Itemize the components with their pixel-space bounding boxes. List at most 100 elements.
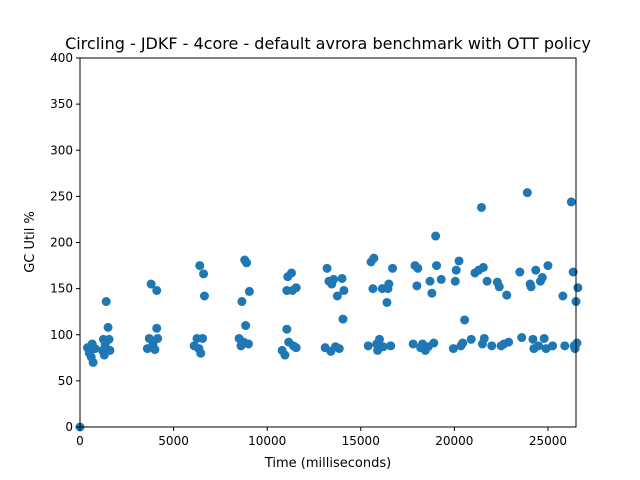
x-tick-label: 10000 [248,434,286,448]
data-point [198,333,208,343]
data-point [566,197,576,207]
data-point [534,341,544,351]
y-tick-label: 50 [58,374,73,388]
data-point [244,286,254,296]
data-point [543,261,553,271]
data-point [537,273,547,283]
data-point [494,282,504,292]
data-point [241,321,251,331]
data-point [282,324,292,334]
data-point [425,276,435,286]
data-point [384,279,394,289]
data-point [560,341,570,351]
data-point [368,284,378,294]
data-point [90,344,100,354]
y-tick-label: 400 [50,51,73,65]
data-point [332,291,342,301]
x-tick-label: 5000 [158,434,189,448]
data-point [378,342,388,352]
data-point [152,323,162,333]
data-point [573,283,583,293]
data-point [280,350,290,360]
data-point [451,265,461,275]
y-tick-label: 200 [50,236,73,250]
data-point [448,344,458,354]
data-point [478,262,488,272]
data-point [103,322,113,332]
data-point [334,344,344,354]
data-point [199,291,209,301]
data-point [412,281,422,291]
data-point [237,297,247,307]
data-point [522,188,532,198]
data-point [450,276,460,286]
data-point [146,279,156,289]
data-point [460,315,470,325]
data-point [466,334,476,344]
data-point [458,338,468,348]
data-point [196,348,206,358]
data-point [243,339,253,349]
data-point [531,265,541,275]
data-point [487,341,497,351]
data-point [429,338,439,348]
data-point [291,343,301,353]
data-point [454,256,464,266]
data-point [476,202,486,212]
data-point [515,267,525,277]
y-tick-label: 350 [50,97,73,111]
data-point [291,283,301,293]
data-point [572,338,582,348]
y-axis-ticks: 0 50 100 150 200 250 300 350 400 [50,51,80,434]
data-point [101,297,111,307]
data-point [199,269,209,279]
x-tick-label: 25000 [529,434,567,448]
data-point [337,273,347,283]
x-tick-label: 0 [76,434,84,448]
data-point [427,288,437,298]
plot-frame [79,57,577,428]
data-point [153,333,163,343]
data-point [479,333,489,343]
data-point [408,339,418,349]
data-point [517,333,527,343]
data-point [432,261,442,271]
data-point [526,282,536,292]
data-point [369,253,379,263]
x-axis-ticks: 0 5000 10000 15000 20000 25000 [76,427,567,448]
data-point [152,285,162,295]
data-point [436,274,446,284]
data-point [363,341,373,351]
data-point [482,276,492,286]
y-tick-label: 300 [50,143,73,157]
data-point [413,263,423,273]
y-tick-label: 100 [50,328,73,342]
data-point [195,261,205,271]
data-point [504,337,514,347]
data-point [339,285,349,295]
data-point [338,314,348,324]
data-points [75,188,583,432]
data-point [502,290,512,300]
data-point [105,345,115,355]
data-point [88,357,98,367]
chart-title: Circling - JDKF - 4core - default avrora… [65,34,591,53]
data-point [242,258,252,268]
x-tick-label: 20000 [435,434,473,448]
y-axis-label: GC Util % [23,211,38,273]
data-point [528,334,538,344]
data-point [539,333,549,343]
y-tick-label: 250 [50,189,73,203]
data-point [287,268,297,278]
x-tick-label: 15000 [342,434,380,448]
data-point [382,297,392,307]
y-tick-label: 150 [50,282,73,296]
data-point [150,345,160,355]
data-point [104,334,114,344]
data-point [548,341,558,351]
data-point [386,341,396,351]
data-point [322,263,332,273]
data-point [374,334,384,344]
data-point [558,291,568,301]
